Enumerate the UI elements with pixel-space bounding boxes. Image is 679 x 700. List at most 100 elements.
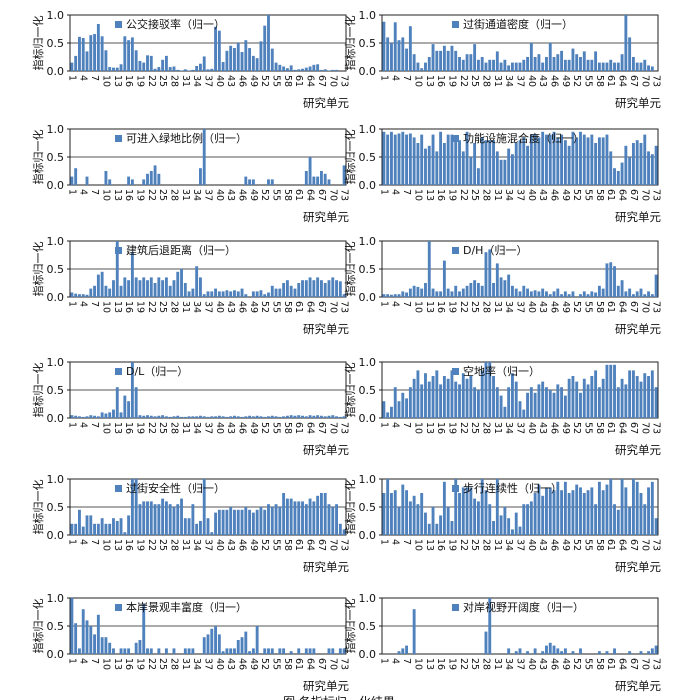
bar: [157, 415, 161, 418]
bar: [191, 288, 195, 297]
x-tick-label: 40: [214, 301, 225, 313]
x-tick-label: 22: [146, 75, 157, 87]
bar: [424, 512, 427, 535]
bar: [270, 179, 274, 185]
x-tick-label: 7: [89, 301, 100, 307]
x-tick-label: 73: [339, 422, 350, 434]
bar: [473, 44, 477, 71]
x-tick-label: 73: [651, 422, 662, 434]
bar: [267, 416, 270, 418]
bar: [146, 648, 149, 654]
bar: [161, 415, 165, 418]
bar: [142, 415, 146, 418]
bar: [533, 648, 537, 654]
bar: [571, 376, 575, 418]
bar: [594, 143, 598, 185]
bar: [251, 55, 255, 71]
bar: [571, 651, 575, 654]
bar: [609, 59, 613, 71]
bar: [613, 364, 616, 418]
bar: [85, 620, 89, 654]
legend-swatch: [452, 368, 459, 375]
x-tick-label: 31: [492, 658, 503, 670]
bar: [335, 280, 338, 297]
bar: [282, 493, 286, 535]
bar: [571, 291, 575, 297]
bar: [605, 263, 609, 297]
x-tick-label: 58: [282, 75, 293, 87]
x-tick-label: 43: [537, 658, 548, 670]
bar: [225, 50, 229, 71]
bar: [217, 415, 221, 418]
x-tick-label: 49: [248, 658, 259, 670]
x-tick-label: 43: [537, 189, 548, 201]
bar: [304, 67, 308, 71]
x-tick-label: 22: [146, 189, 157, 201]
bar: [233, 290, 236, 297]
bar: [522, 137, 526, 185]
y-tick-label: 0.0: [47, 291, 65, 304]
bar: [416, 504, 420, 535]
bar: [138, 60, 142, 71]
bar: [518, 648, 522, 654]
x-tick-label: 1: [378, 189, 389, 195]
bar: [153, 504, 157, 535]
bar: [100, 271, 104, 297]
x-tick-label: 13: [424, 658, 435, 670]
x-tick-label: 55: [583, 75, 594, 87]
bar: [104, 523, 108, 535]
y-tick-label: 0.0: [359, 65, 377, 78]
bar: [548, 642, 552, 654]
bar: [484, 140, 488, 185]
bar: [285, 415, 289, 418]
bar: [74, 168, 78, 185]
x-tick-label: 10: [100, 75, 111, 87]
bar: [248, 509, 252, 535]
x-tick-label: 19: [134, 658, 145, 670]
bar: [650, 294, 654, 297]
bar: [316, 176, 320, 185]
x-tick-label: 28: [480, 658, 491, 670]
bar: [575, 54, 579, 71]
x-tick-label: 28: [168, 422, 179, 434]
x-tick-label: 64: [617, 75, 628, 87]
bar: [582, 291, 586, 297]
bar: [123, 277, 127, 297]
bar: [164, 416, 168, 418]
bar: [601, 288, 605, 297]
x-tick-label: 13: [424, 422, 435, 434]
chart-panel-5: 0.0 0.5 1.0 1 4 7 10 13 16 19 22 25 28 31 34 37 40 43 46 49…: [31, 235, 350, 336]
x-tick-label: 25: [469, 422, 480, 434]
bar: [119, 412, 123, 418]
x-axis-label: 研究单元: [615, 443, 661, 457]
x-axis-label: 研究单元: [615, 322, 661, 336]
x-tick-label: 7: [401, 422, 412, 428]
bar: [582, 493, 586, 535]
x-tick-label: 43: [225, 301, 236, 313]
bar: [639, 651, 643, 654]
bar: [548, 43, 552, 71]
x-tick-label: 22: [458, 301, 469, 313]
y-tick-label: 1.0: [359, 9, 377, 22]
x-tick-label: 73: [651, 189, 662, 201]
y-axis-label: 指标归一化: [343, 480, 357, 535]
x-tick-label: 25: [157, 301, 168, 313]
bar: [518, 526, 522, 535]
bar: [100, 637, 104, 654]
bar: [492, 521, 495, 535]
y-axis-label: 指标归一化: [343, 242, 357, 297]
bar: [161, 280, 165, 297]
x-tick-label: 43: [537, 301, 548, 313]
bar: [537, 384, 541, 418]
x-tick-label: 1: [66, 301, 77, 307]
bar: [130, 37, 134, 71]
x-tick-label: 58: [594, 75, 605, 87]
x-tick-label: 58: [594, 301, 605, 313]
bar: [112, 648, 115, 654]
bar: [278, 648, 282, 654]
bar: [416, 286, 420, 297]
bar: [571, 490, 575, 535]
bar: [427, 523, 431, 535]
chart-panel-9: 0.0 0.5 1.0 1 4 7 10 13 16 19 22 25 28 31 34 37 40 43 46 49…: [31, 473, 350, 574]
bar: [270, 507, 274, 535]
